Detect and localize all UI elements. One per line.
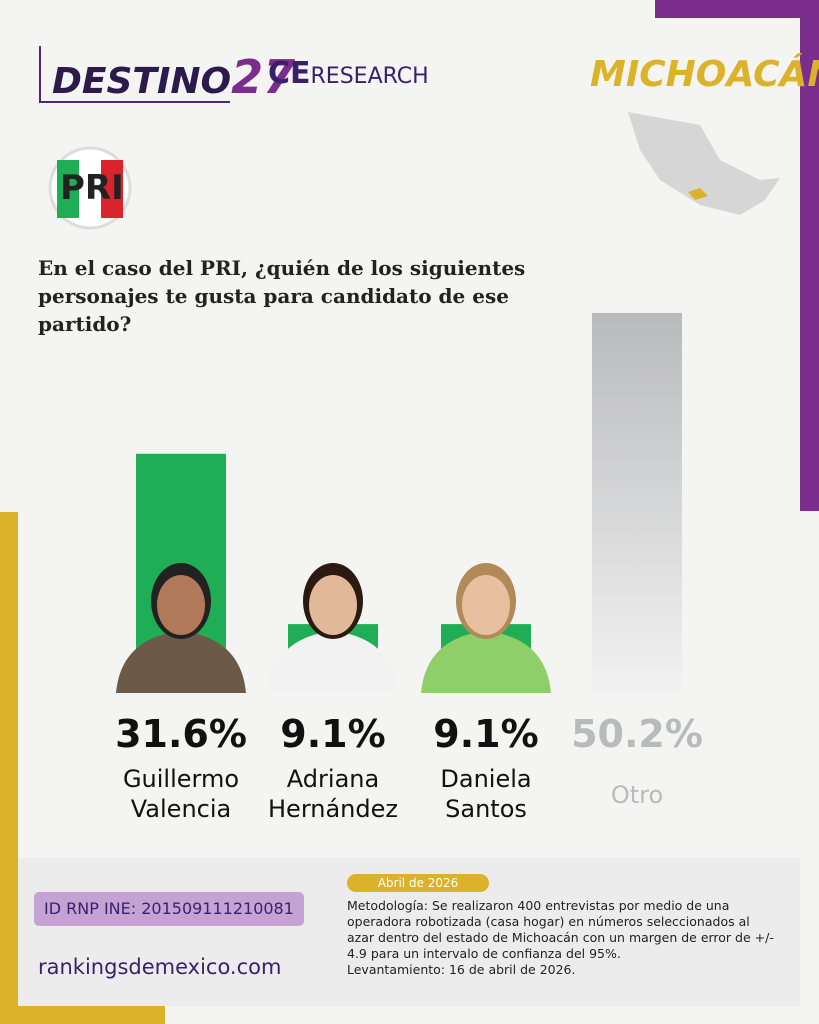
category-label: Otro <box>610 781 664 809</box>
accent-bar <box>655 0 819 18</box>
brand-text: DESTINO <box>52 61 232 102</box>
methodology: Metodología: Se realizaron 400 entrevist… <box>347 898 774 961</box>
state: MICHOACÁN <box>590 54 819 95</box>
category-label: Adriana Hernández <box>268 765 398 823</box>
photo-face <box>309 575 357 635</box>
photo-face <box>157 575 205 635</box>
brand: DESTINO27 <box>52 50 295 104</box>
logo-part <box>101 160 123 218</box>
methodology-block: Metodología: Se realizaron 400 entrevist… <box>347 898 777 978</box>
category-label: Guillermo Valencia <box>122 765 240 823</box>
photo-face <box>462 575 510 635</box>
id-badge: ID RNP INE: 201509111210081 <box>34 892 304 926</box>
accent-bar <box>800 0 819 511</box>
question: En el caso del PRI, ¿quién de los siguie… <box>38 256 526 336</box>
value-label: 9.1% <box>280 712 386 756</box>
photo-body <box>268 631 398 693</box>
value-label: 9.1% <box>433 712 539 756</box>
website: rankingsdemexico.com <box>38 955 282 979</box>
partner-text: RESEARCH <box>310 64 429 89</box>
date-pill: Abril de 2026 <box>347 874 489 892</box>
partner-bold: CE <box>268 56 311 91</box>
photo-body <box>421 631 551 693</box>
map <box>628 112 780 215</box>
photo-body <box>116 631 246 693</box>
logo-text: PRI <box>60 168 124 208</box>
category-label: Daniela Santos <box>440 765 532 823</box>
value-label: 50.2% <box>571 712 703 756</box>
brand-frame <box>39 46 230 103</box>
partner: CERESEARCH <box>268 56 429 91</box>
brand-number: 27 <box>231 50 296 104</box>
map-highlight <box>688 188 708 200</box>
accent-bar <box>0 1006 165 1024</box>
bar <box>592 313 682 693</box>
logo-part <box>57 160 79 218</box>
fieldwork: Levantamiento: 16 de abril de 2026. <box>347 962 576 977</box>
accent-bar <box>0 512 18 1024</box>
value-label: 31.6% <box>115 712 247 756</box>
